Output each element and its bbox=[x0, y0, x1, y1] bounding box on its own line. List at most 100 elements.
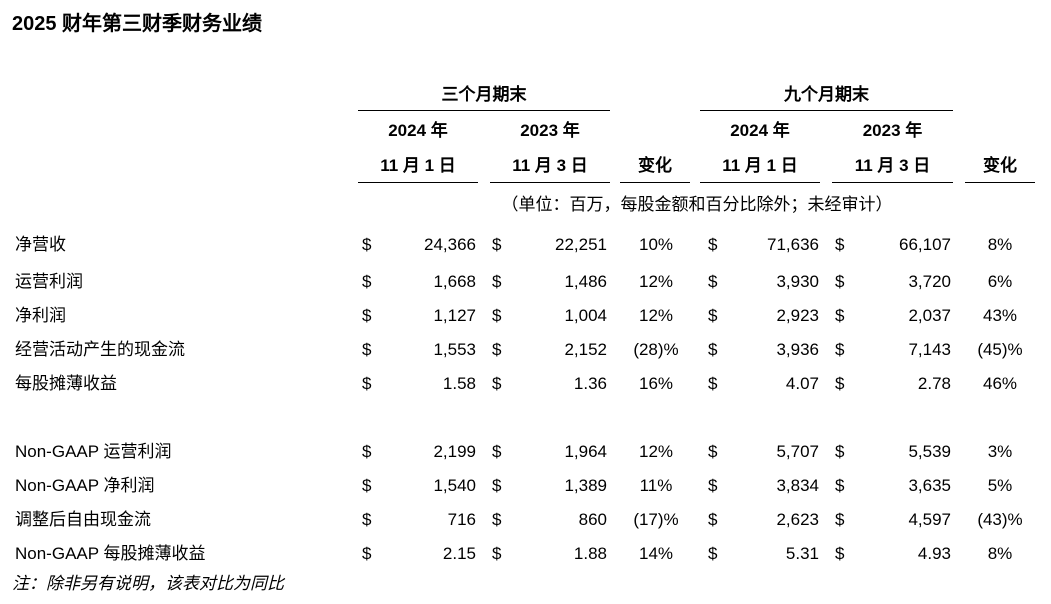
row-label: Non-GAAP 每股摊薄收益 bbox=[15, 544, 206, 563]
rule bbox=[490, 182, 610, 183]
cell: 716 bbox=[447, 510, 476, 529]
row-label: Non-GAAP 净利润 bbox=[15, 476, 155, 495]
column-header: 变化 bbox=[983, 156, 1017, 175]
cell: $ bbox=[708, 476, 718, 495]
cell: $ bbox=[835, 235, 845, 254]
cell: 1,964 bbox=[564, 442, 607, 461]
cell: 2,037 bbox=[908, 306, 951, 325]
cell: 3,635 bbox=[908, 476, 951, 495]
cell: $ bbox=[492, 544, 502, 563]
group-header: 九个月期末 bbox=[784, 85, 869, 104]
cell: 4.07 bbox=[785, 374, 819, 393]
cell: 2,623 bbox=[776, 510, 819, 529]
footnote: 注：除非另有说明，该表对比为同比 bbox=[12, 574, 284, 593]
row-label: 调整后自由现金流 bbox=[15, 510, 151, 529]
cell: $ bbox=[362, 272, 372, 291]
cell: 46% bbox=[982, 374, 1018, 393]
rule bbox=[965, 182, 1035, 183]
rule bbox=[358, 182, 478, 183]
cell: 5,539 bbox=[908, 442, 951, 461]
cell: 7,143 bbox=[908, 340, 951, 359]
cell: 1.58 bbox=[442, 374, 476, 393]
row-label: 经营活动产生的现金流 bbox=[15, 340, 185, 359]
cell: 43% bbox=[982, 306, 1018, 325]
cell: 12% bbox=[638, 272, 674, 291]
cell: $ bbox=[708, 306, 718, 325]
cell: 1,668 bbox=[433, 272, 476, 291]
column-header: 11 月 1 日 bbox=[380, 156, 456, 175]
cell: $ bbox=[492, 374, 502, 393]
cell: $ bbox=[835, 476, 845, 495]
cell: $ bbox=[835, 306, 845, 325]
cell: 4.93 bbox=[917, 544, 951, 563]
column-header: 2024 年 bbox=[388, 121, 448, 140]
cell: $ bbox=[708, 442, 718, 461]
cell: 12% bbox=[638, 306, 674, 325]
cell: 2,923 bbox=[776, 306, 819, 325]
cell: 2,199 bbox=[433, 442, 476, 461]
cell: 1.36 bbox=[573, 374, 607, 393]
column-header: 2024 年 bbox=[730, 121, 790, 140]
cell: $ bbox=[835, 544, 845, 563]
column-header: 变化 bbox=[638, 156, 672, 175]
cell: $ bbox=[492, 272, 502, 291]
cell: 10% bbox=[638, 235, 674, 254]
cell: (17)% bbox=[633, 510, 679, 529]
row-label: 运营利润 bbox=[15, 272, 83, 291]
cell: 5% bbox=[987, 476, 1013, 495]
cell: 2,152 bbox=[564, 340, 607, 359]
rule bbox=[832, 182, 953, 183]
rule bbox=[700, 110, 953, 111]
row-label: 净利润 bbox=[15, 306, 66, 325]
row-label: 每股摊薄收益 bbox=[15, 374, 117, 393]
cell: $ bbox=[362, 340, 372, 359]
cell: $ bbox=[708, 374, 718, 393]
cell: 12% bbox=[638, 442, 674, 461]
cell: $ bbox=[835, 442, 845, 461]
cell: 11% bbox=[639, 476, 673, 495]
column-header: 11 月 1 日 bbox=[722, 156, 798, 175]
cell: 3,936 bbox=[776, 340, 819, 359]
row-label: Non-GAAP 运营利润 bbox=[15, 442, 172, 461]
cell: 8% bbox=[987, 235, 1013, 254]
cell: 1,389 bbox=[564, 476, 607, 495]
cell: $ bbox=[362, 476, 372, 495]
cell: $ bbox=[835, 272, 845, 291]
cell: 71,636 bbox=[767, 235, 819, 254]
rule bbox=[358, 110, 610, 111]
cell: $ bbox=[492, 476, 502, 495]
cell: (43)% bbox=[977, 510, 1023, 529]
cell: $ bbox=[492, 306, 502, 325]
cell: 6% bbox=[987, 272, 1013, 291]
cell: (45)% bbox=[977, 340, 1023, 359]
cell: $ bbox=[492, 235, 502, 254]
cell: 2.15 bbox=[442, 544, 476, 563]
cell: 1,540 bbox=[433, 476, 476, 495]
cell: 1,486 bbox=[564, 272, 607, 291]
cell: $ bbox=[362, 510, 372, 529]
cell: $ bbox=[835, 340, 845, 359]
cell: $ bbox=[362, 374, 372, 393]
cell: $ bbox=[708, 340, 718, 359]
cell: 22,251 bbox=[555, 235, 607, 254]
rule bbox=[700, 182, 820, 183]
cell: 8% bbox=[987, 544, 1013, 563]
cell: $ bbox=[708, 235, 718, 254]
cell: 3,720 bbox=[908, 272, 951, 291]
cell: 16% bbox=[638, 374, 674, 393]
cell: $ bbox=[492, 510, 502, 529]
cell: 66,107 bbox=[899, 235, 951, 254]
cell: $ bbox=[492, 340, 502, 359]
rule bbox=[620, 182, 690, 183]
cell: 5,707 bbox=[776, 442, 819, 461]
cell: $ bbox=[492, 442, 502, 461]
cell: 3% bbox=[987, 442, 1013, 461]
cell: $ bbox=[708, 544, 718, 563]
title: 2025 财年第三财季财务业绩 bbox=[12, 13, 263, 35]
cell: 3,930 bbox=[776, 272, 819, 291]
cell: $ bbox=[835, 374, 845, 393]
cell: 3,834 bbox=[776, 476, 819, 495]
cell: 5.31 bbox=[785, 544, 819, 563]
unit-note: （单位：百万，每股金额和百分比除外；未经审计） bbox=[501, 195, 893, 214]
